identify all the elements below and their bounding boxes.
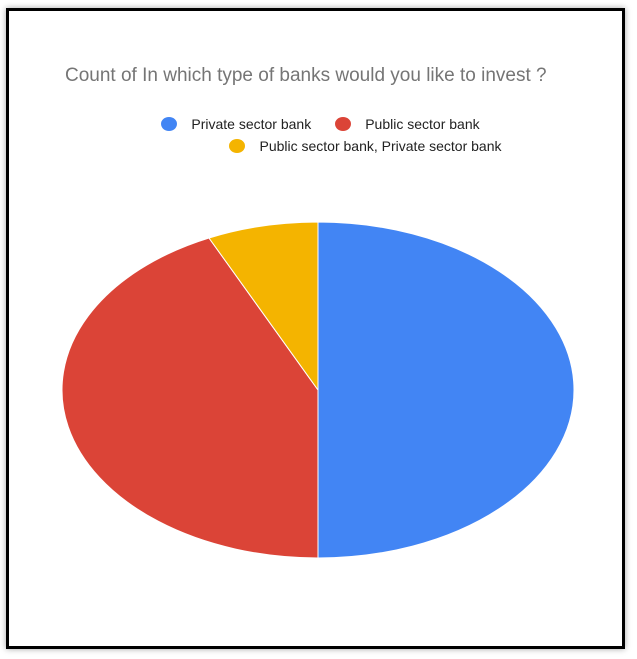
pie-chart: [61, 221, 575, 559]
legend-swatch: [229, 139, 246, 153]
legend-label: Public sector bank: [365, 116, 480, 132]
pie-slice-private-sector-bank: [317, 221, 575, 559]
pie-slice-public-sector-bank: [61, 237, 319, 559]
chart-legend: Private sector bank Public sector bank P…: [9, 113, 622, 157]
chart-frame: Count of In which type of banks would yo…: [6, 8, 625, 649]
legend-item-both-banks: Public sector bank, Private sector bank: [229, 138, 502, 154]
legend-label: Private sector bank: [191, 116, 312, 132]
legend-item-public-sector-bank: Public sector bank: [335, 116, 480, 132]
legend-row: Public sector bank, Private sector bank: [9, 135, 622, 157]
chart-title: Count of In which type of banks would yo…: [65, 65, 547, 86]
pie-slice-both-banks: [208, 221, 319, 392]
legend-label: Public sector bank, Private sector bank: [259, 138, 502, 154]
legend-item-private-sector-bank: Private sector bank: [161, 116, 311, 132]
legend-swatch: [161, 117, 178, 131]
legend-row: Private sector bank Public sector bank: [9, 113, 622, 135]
legend-swatch: [335, 117, 352, 131]
